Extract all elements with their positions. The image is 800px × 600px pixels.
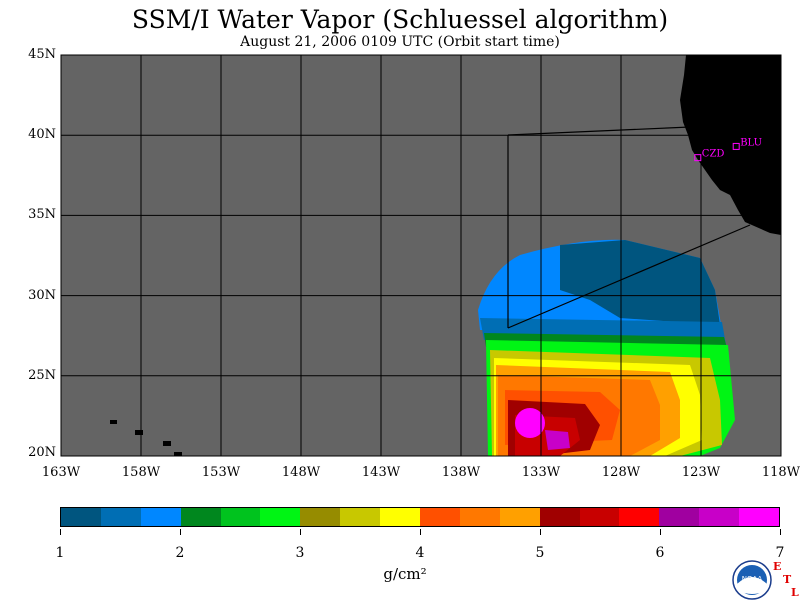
- colorbar-tick-label: 2: [175, 545, 185, 561]
- colorbar: [60, 507, 780, 527]
- lon-label: 138W: [441, 465, 481, 480]
- station-label: BLU: [740, 137, 762, 148]
- colorbar-tick-label: 5: [535, 545, 545, 561]
- colorbar-swatch: [180, 508, 221, 526]
- colorbar-tick: [420, 529, 421, 535]
- colorbar-swatch: [699, 508, 740, 526]
- wv-band-1-dark: [560, 240, 720, 325]
- colorbar-swatch: [100, 508, 141, 526]
- colorbar-tick-label: 7: [775, 545, 785, 561]
- colorbar-tick: [540, 529, 541, 535]
- lon-label: 163W: [41, 465, 81, 480]
- corner-letter-t: T: [783, 573, 792, 586]
- stations: CZD BLU: [694, 137, 762, 162]
- colorbar-swatch: [659, 508, 700, 526]
- island: [174, 452, 182, 456]
- lon-label: 123W: [681, 465, 721, 480]
- colorbar-units: g/cm²: [383, 565, 427, 583]
- station-marker: [694, 154, 702, 162]
- lon-label: 133W: [521, 465, 561, 480]
- colorbar-tick: [780, 529, 781, 535]
- colorbar-swatch: [539, 508, 580, 526]
- lon-label: 128W: [601, 465, 641, 480]
- colorbar-swatch: [300, 508, 341, 526]
- lat-label: 45N: [28, 47, 56, 62]
- land-west-coast: [680, 55, 781, 235]
- colorbar-swatch: [140, 508, 181, 526]
- boundary-line: [507, 224, 751, 329]
- corner-letter-e: E: [773, 560, 782, 573]
- colorbar-swatch: [619, 508, 660, 526]
- map-title: SSM/I Water Vapor (Schluessel algorithm): [131, 5, 669, 34]
- lon-label: 148W: [281, 465, 321, 480]
- lat-label: 35N: [28, 207, 56, 223]
- island: [163, 441, 171, 446]
- colorbar-swatch: [220, 508, 261, 526]
- station-label: CZD: [702, 149, 725, 160]
- lon-label: 118W: [761, 465, 800, 480]
- lon-label: 158W: [121, 465, 161, 480]
- colorbar-tick-label: 6: [655, 545, 665, 561]
- lon-label: 143W: [361, 465, 401, 480]
- island: [110, 420, 117, 424]
- colorbar-swatch: [459, 508, 500, 526]
- lat-label: 20N: [28, 445, 56, 460]
- colorbar-swatch: [340, 508, 381, 526]
- island: [135, 430, 143, 435]
- lat-label: 40N: [28, 127, 56, 143]
- colorbar-tick-label: 4: [415, 545, 425, 561]
- lon-label: 153W: [201, 465, 241, 480]
- colorbar-tick-label: 3: [295, 545, 305, 561]
- lat-label: 30N: [28, 287, 56, 303]
- colorbar-swatch: [739, 508, 780, 526]
- map-frame: [60, 54, 782, 457]
- svg-text:NOAA: NOAA: [742, 575, 763, 583]
- map-subtitle: August 21, 2006 0109 UTC (Orbit start ti…: [240, 34, 560, 50]
- colorbar-tick: [660, 529, 661, 535]
- graticule: [61, 55, 781, 456]
- colorbar-tick-label: 1: [55, 545, 65, 561]
- lat-label: 25N: [28, 367, 56, 383]
- wv-peak: [515, 408, 545, 438]
- colorbar-swatch: [499, 508, 540, 526]
- colorbar-swatch: [420, 508, 460, 526]
- corner-letter-l: L: [791, 586, 799, 599]
- colorbar-swatch: [61, 508, 101, 526]
- station-marker: [732, 142, 740, 150]
- colorbar-tick: [60, 529, 61, 535]
- colorbar-swatch: [260, 508, 301, 526]
- colorbar-tick: [180, 529, 181, 535]
- colorbar-swatch: [579, 508, 620, 526]
- wv-peak-2: [545, 430, 570, 450]
- boundary-line: [507, 126, 691, 136]
- noaa-logo: NOAA: [732, 560, 772, 600]
- colorbar-swatch: [380, 508, 421, 526]
- colorbar-tick: [300, 529, 301, 535]
